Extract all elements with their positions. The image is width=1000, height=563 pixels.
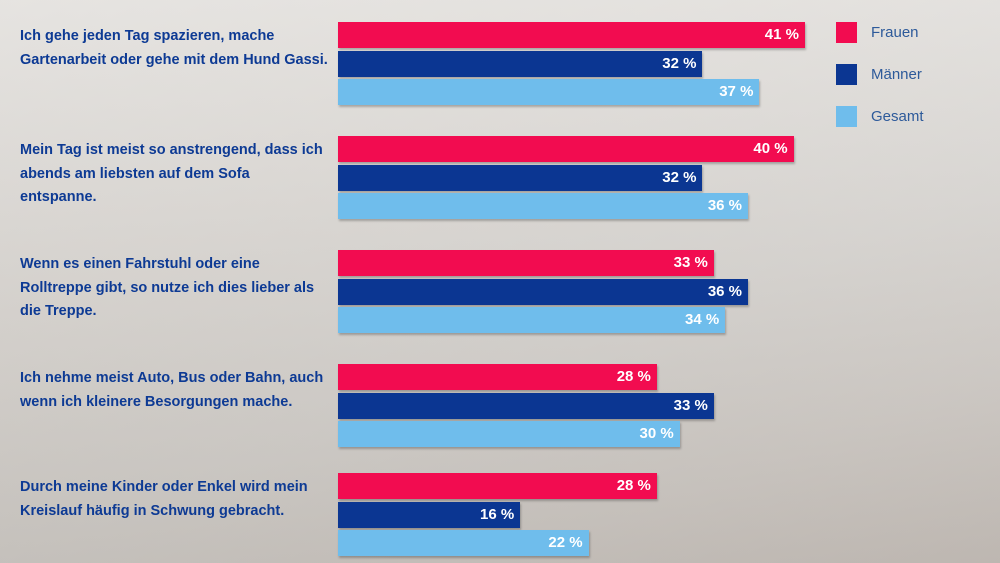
data-label: 28 %	[616, 477, 651, 494]
category-label: Durch meine Kinder oder Enkel wird mein …	[20, 479, 308, 519]
data-label: 36 %	[707, 197, 743, 214]
data-label: 32 %	[662, 168, 697, 186]
data-label: 32 %	[662, 54, 697, 72]
bar-frauen: 33 %	[338, 250, 714, 276]
data-label: 16 %	[480, 505, 515, 523]
bar-frauen: 40 %	[338, 136, 794, 162]
data-label: 34 %	[685, 311, 720, 328]
legend-label: Männer	[871, 66, 922, 83]
data-label: 40 %	[753, 140, 788, 157]
bar-männer: 36 %	[338, 278, 749, 305]
data-label: 41 %	[764, 26, 799, 43]
data-label: 36 %	[707, 282, 743, 300]
legend-swatch	[836, 22, 857, 43]
legend-label: Gesamt	[871, 108, 924, 125]
data-label: 28 %	[616, 368, 651, 385]
bar-gesamt: 36 %	[338, 193, 749, 219]
bar-gesamt: 30 %	[338, 421, 680, 447]
bar-männer: 32 %	[338, 50, 703, 77]
category-label: Wenn es einen Fahrstuhl oder eine Rolltr…	[20, 256, 315, 319]
bar-frauen: 28 %	[338, 473, 657, 499]
bar-männer: 32 %	[338, 164, 703, 191]
data-label: 33 %	[673, 396, 708, 414]
bar-gesamt: 22 %	[338, 530, 589, 556]
data-label: 33 %	[673, 254, 708, 271]
bar-männer: 33 %	[338, 392, 714, 419]
legend-swatch	[836, 64, 857, 85]
bar-frauen: 41 %	[338, 22, 805, 48]
legend-label: Frauen	[871, 24, 919, 41]
data-label: 30 %	[639, 425, 674, 442]
bar-männer: 16 %	[338, 501, 521, 528]
category-label: Ich gehe jeden Tag spazieren, mache Gart…	[20, 28, 328, 68]
legend-item: Frauen	[836, 22, 919, 43]
legend-item: Männer	[836, 64, 922, 85]
bar-gesamt: 34 %	[338, 307, 726, 333]
legend-item: Gesamt	[836, 106, 924, 127]
data-label: 37 %	[719, 83, 754, 100]
category-label: Mein Tag ist meist so anstrengend, dass …	[20, 142, 323, 205]
legend-swatch	[836, 106, 857, 127]
bar-gesamt: 37 %	[338, 79, 760, 105]
data-label: 22 %	[548, 534, 583, 551]
category-label: Ich nehme meist Auto, Bus oder Bahn, auc…	[20, 370, 324, 410]
bar-frauen: 28 %	[338, 364, 657, 390]
